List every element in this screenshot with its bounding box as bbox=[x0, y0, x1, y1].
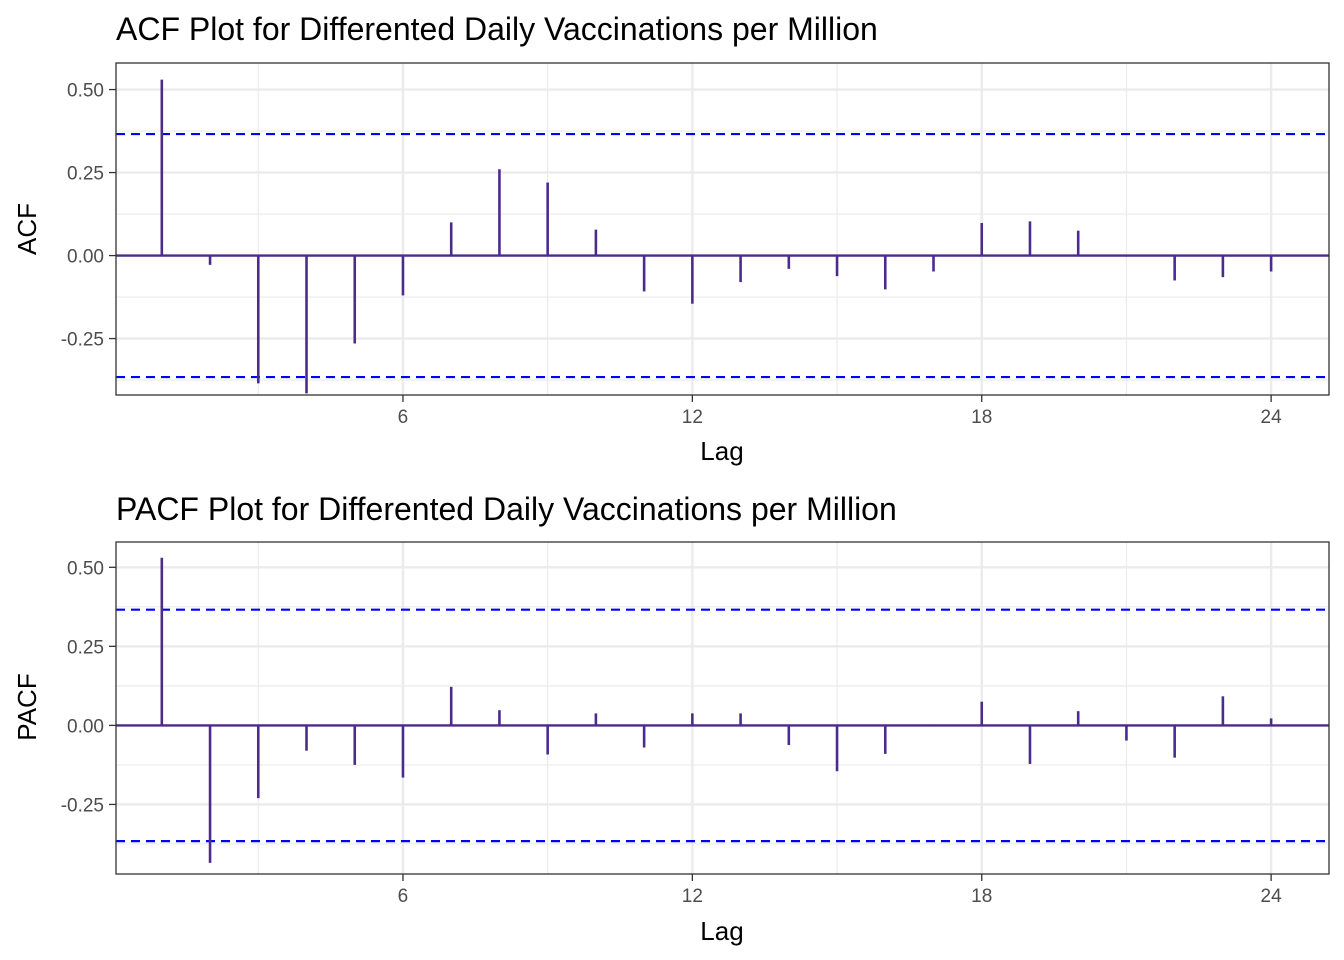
acf-x-tick-label: 18 bbox=[971, 407, 992, 428]
acf-plot-area: -0.25 0.00 0.25 0.50 6 12 18 24 bbox=[61, 62, 1330, 428]
pacf-panel: PACF Plot for Differented Daily Vaccinat… bbox=[12, 491, 1330, 946]
acf-x-tick-label: 24 bbox=[1261, 407, 1283, 428]
acf-title: ACF Plot for Differented Daily Vaccinati… bbox=[116, 11, 878, 47]
acf-panel: ACF Plot for Differented Daily Vaccinati… bbox=[12, 11, 1330, 466]
acf-y-tick-label: -0.25 bbox=[61, 330, 104, 351]
acf-y-tick-label: 0.50 bbox=[67, 81, 104, 102]
acf-y-axis-title: ACF bbox=[12, 203, 42, 255]
pacf-y-tick-label: 0.50 bbox=[67, 558, 104, 579]
pacf-panel-border bbox=[115, 541, 1330, 875]
pacf-x-tick-label: 6 bbox=[398, 886, 409, 907]
pacf-y-tick-label: 0.00 bbox=[67, 716, 104, 737]
pacf-x-tick-label: 24 bbox=[1261, 886, 1283, 907]
pacf-x-tick-label: 12 bbox=[682, 886, 703, 907]
acf-panel-border bbox=[115, 62, 1330, 396]
pacf-y-tick-label: 0.25 bbox=[67, 637, 104, 658]
acf-x-axis-title: Lag bbox=[700, 436, 743, 466]
pacf-title: PACF Plot for Differented Daily Vaccinat… bbox=[116, 491, 897, 527]
pacf-x-tick-label: 18 bbox=[971, 886, 992, 907]
pacf-x-axis-title: Lag bbox=[700, 916, 743, 946]
acf-x-tick-label: 6 bbox=[398, 407, 409, 428]
pacf-y-axis-title: PACF bbox=[12, 673, 42, 740]
acf-y-tick-label: 0.00 bbox=[67, 247, 104, 268]
pacf-plot-area: -0.25 0.00 0.25 0.50 6 12 18 24 bbox=[61, 541, 1330, 907]
acf-y-tick-label: 0.25 bbox=[67, 164, 104, 185]
acf-x-tick-label: 12 bbox=[682, 407, 703, 428]
pacf-y-tick-label: -0.25 bbox=[61, 795, 104, 816]
